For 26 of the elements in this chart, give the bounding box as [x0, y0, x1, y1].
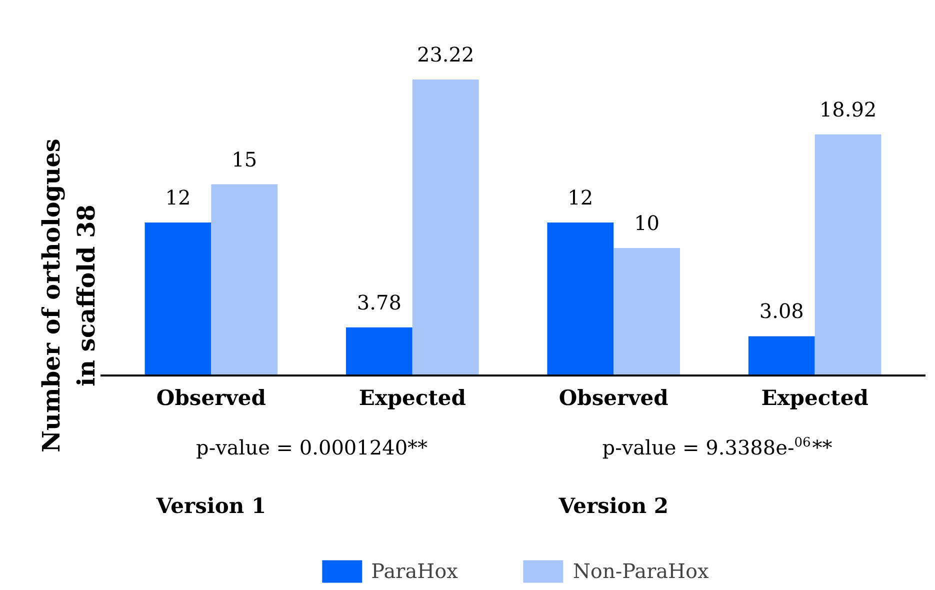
bar — [346, 327, 412, 376]
bar — [211, 184, 278, 376]
legend-label: ParaHox — [371, 559, 458, 583]
bar — [614, 248, 680, 376]
x-tick-label: Observed — [156, 385, 266, 410]
bar — [547, 222, 614, 376]
text: Version 2 — [558, 493, 669, 518]
data-label: 12 — [165, 186, 191, 210]
data-label: 3.08 — [759, 299, 804, 324]
x-tick-label: Expected — [358, 385, 466, 410]
bar — [748, 336, 815, 376]
legend-label: Non-ParaHox — [572, 559, 709, 583]
x-tick-label: Observed — [558, 385, 669, 410]
bar — [144, 222, 212, 376]
text: Version 1 — [155, 493, 266, 518]
data-label: 10 — [634, 211, 660, 236]
data-label: 15 — [232, 147, 258, 172]
y-axis-title: Number of orthologues in scaffold 38 — [36, 138, 100, 452]
x-tick-label: Expected — [761, 385, 869, 410]
data-label: 12 — [568, 186, 594, 210]
bar — [814, 134, 882, 376]
data-label: 23.22 — [416, 42, 474, 66]
text: p-value = 0.0001240** — [196, 436, 428, 460]
data-label: 3.78 — [356, 290, 402, 314]
data-label: 18.92 — [819, 97, 877, 122]
bar — [412, 80, 479, 376]
